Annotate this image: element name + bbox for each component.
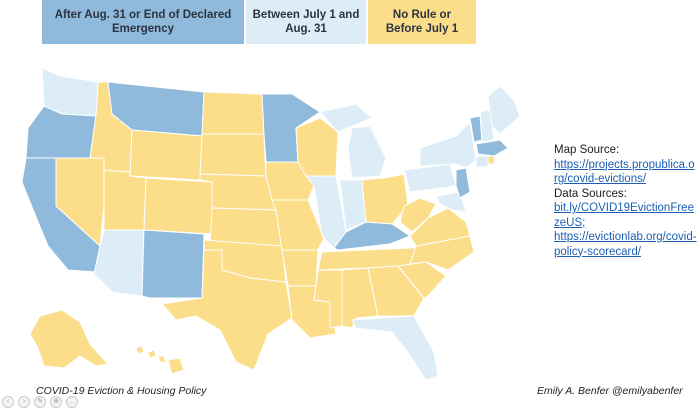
legend-between-july-aug: Between July 1 and Aug. 31 — [246, 0, 366, 44]
footer-title: COVID-19 Eviction & Housing Policy — [36, 385, 207, 397]
legend-no-rule: No Rule or Before July 1 — [368, 0, 476, 44]
state-new-jersey — [455, 167, 471, 199]
source-notes: Map Source: https://projects.propublica.… — [554, 143, 697, 259]
state-hawaii-2 — [147, 349, 157, 359]
state-texas — [161, 249, 293, 371]
state-new-mexico — [141, 229, 205, 299]
next-icon[interactable]: › — [18, 396, 30, 408]
data-source-link-1[interactable]: bit.ly/COVID19EvictionFreezeUS; — [554, 202, 694, 229]
state-arkansas — [281, 249, 319, 287]
state-alaska — [29, 309, 109, 369]
map-source-link[interactable]: https://projects.propublica.org/covid-ev… — [554, 158, 695, 186]
state-massachusetts — [475, 139, 509, 157]
state-rhode-island — [487, 155, 495, 165]
state-michigan-lower — [347, 125, 387, 179]
slide-toolbar: ‹ › ✎ ⊕ … — [2, 396, 78, 408]
state-connecticut — [475, 155, 489, 169]
state-michigan-upper — [319, 103, 373, 133]
footer-author: Emily A. Benfer @emilyabenfer — [537, 385, 683, 397]
legend-after-aug31: After Aug. 31 or End of Declared Emergen… — [42, 0, 244, 44]
map-source-label: Map Source: — [554, 144, 620, 156]
state-colorado — [143, 177, 213, 235]
data-source-link-2[interactable]: https://evictionlab.org/covid-policy-sco… — [554, 231, 697, 258]
state-nevada — [55, 157, 105, 247]
pen-icon[interactable]: ✎ — [34, 396, 46, 408]
state-georgia — [367, 265, 425, 317]
state-south-dakota — [199, 133, 267, 177]
state-utah — [103, 169, 147, 231]
more-icon[interactable]: … — [66, 396, 78, 408]
state-hawaii-4 — [167, 357, 185, 375]
state-arizona — [93, 229, 145, 297]
data-sources-label: Data Sources: — [554, 187, 627, 200]
state-hawaii-3 — [157, 355, 167, 363]
state-hawaii-1 — [135, 345, 145, 355]
state-maine — [487, 85, 521, 135]
state-wyoming — [129, 129, 203, 181]
state-north-dakota — [201, 91, 265, 135]
zoom-icon[interactable]: ⊕ — [50, 396, 62, 408]
legend-after-aug31-label: After Aug. 31 or End of Declared Emergen… — [54, 9, 232, 35]
state-florida — [351, 315, 439, 381]
state-maryland — [435, 191, 467, 213]
state-kansas — [209, 207, 283, 247]
us-eviction-policy-map — [21, 67, 521, 381]
state-west-virginia — [399, 197, 437, 233]
previous-icon[interactable]: ‹ — [2, 396, 14, 408]
state-new-york — [419, 121, 477, 169]
state-kentucky — [333, 221, 411, 251]
state-pennsylvania — [403, 163, 457, 193]
state-wisconsin — [295, 117, 339, 177]
legend-no-rule-label: No Rule or Before July 1 — [385, 9, 459, 35]
legend-between-label: Between July 1 and Aug. 31 — [252, 9, 360, 35]
